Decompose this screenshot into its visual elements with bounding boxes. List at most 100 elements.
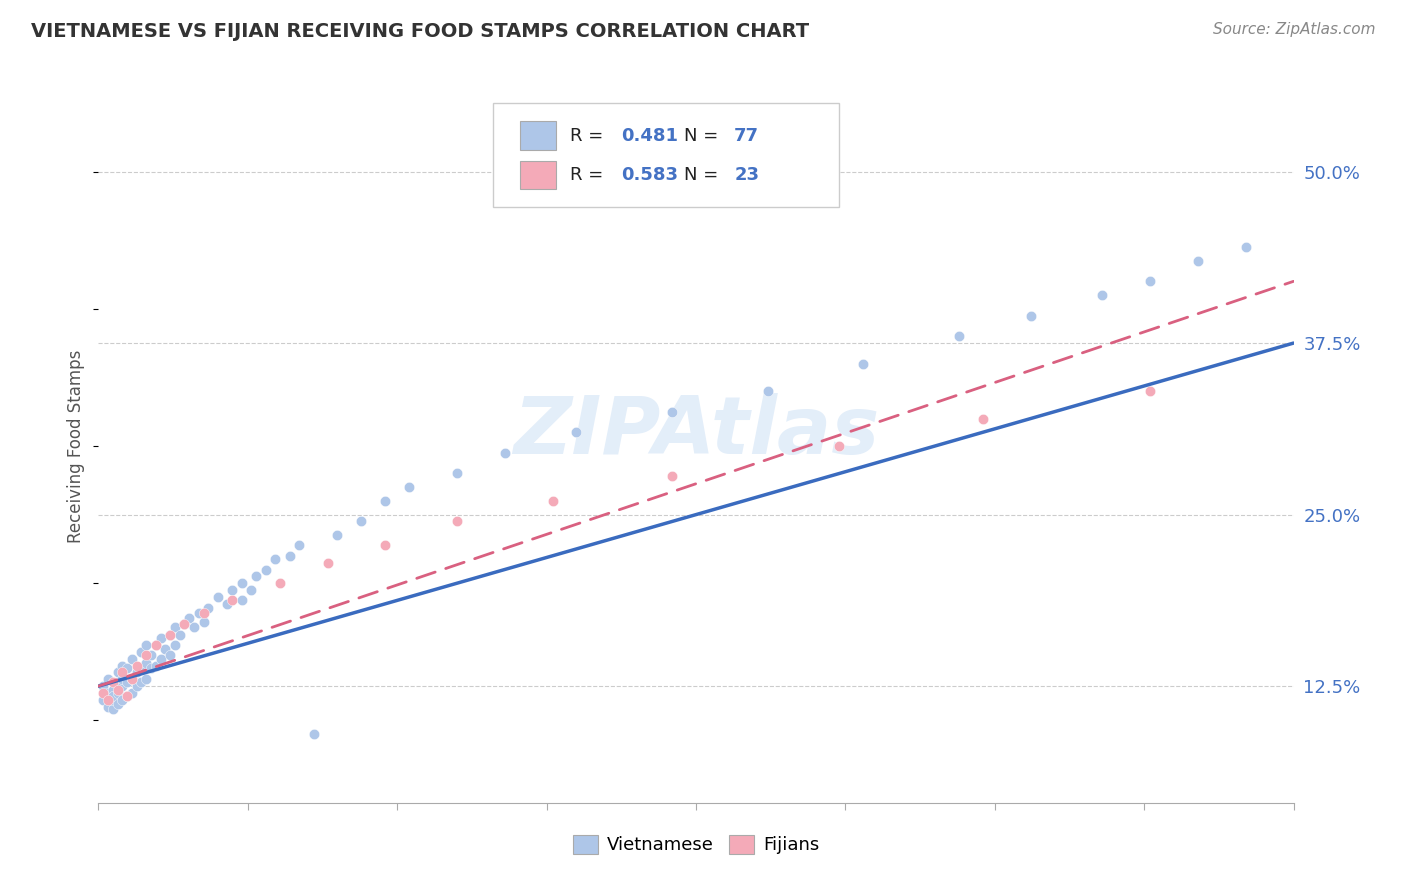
Point xyxy=(163,620,186,634)
Point xyxy=(240,583,263,598)
Point xyxy=(101,693,124,707)
Point xyxy=(111,679,134,693)
Text: N =: N = xyxy=(685,127,724,145)
Point xyxy=(163,638,186,652)
Point xyxy=(107,675,129,690)
Point xyxy=(111,693,134,707)
Point xyxy=(101,689,124,703)
Point xyxy=(173,617,195,632)
Point xyxy=(125,679,148,693)
Point xyxy=(1019,309,1042,323)
Point xyxy=(231,592,253,607)
Point xyxy=(278,549,301,563)
Point xyxy=(145,658,167,673)
Point xyxy=(1139,384,1161,398)
Point xyxy=(139,661,162,675)
Text: Source: ZipAtlas.com: Source: ZipAtlas.com xyxy=(1212,22,1375,37)
Point xyxy=(111,658,134,673)
Point xyxy=(159,628,181,642)
Point xyxy=(231,576,253,591)
Point xyxy=(302,727,325,741)
Text: ZIPAtlas: ZIPAtlas xyxy=(513,392,879,471)
Point xyxy=(121,651,143,665)
Point xyxy=(565,425,588,440)
Point xyxy=(149,651,172,665)
Point xyxy=(145,638,167,652)
FancyBboxPatch shape xyxy=(520,121,557,150)
Point xyxy=(374,538,396,552)
Point xyxy=(111,665,134,680)
Point xyxy=(221,583,243,598)
Point xyxy=(173,617,195,632)
Point xyxy=(661,405,683,419)
Text: VIETNAMESE VS FIJIAN RECEIVING FOOD STAMPS CORRELATION CHART: VIETNAMESE VS FIJIAN RECEIVING FOOD STAM… xyxy=(31,22,808,41)
Point xyxy=(852,357,875,371)
Point xyxy=(131,661,153,675)
Point xyxy=(183,620,205,634)
Point xyxy=(288,538,311,552)
Point xyxy=(107,686,129,700)
Text: R =: R = xyxy=(571,166,609,184)
Point xyxy=(254,562,277,576)
Point xyxy=(197,601,219,615)
Point xyxy=(101,675,124,690)
Point xyxy=(101,683,124,698)
Point xyxy=(326,528,349,542)
Point xyxy=(107,665,129,680)
Point xyxy=(494,446,516,460)
Point xyxy=(139,648,162,662)
Point xyxy=(661,469,683,483)
Text: 23: 23 xyxy=(734,166,759,184)
Point xyxy=(1234,240,1257,254)
Point xyxy=(121,673,143,687)
Text: N =: N = xyxy=(685,166,724,184)
Point xyxy=(159,648,181,662)
Point xyxy=(221,592,243,607)
Point xyxy=(756,384,779,398)
Point xyxy=(187,607,209,621)
Point xyxy=(149,631,172,645)
Point xyxy=(125,665,148,680)
Point xyxy=(101,702,124,716)
Point xyxy=(374,494,396,508)
Point xyxy=(97,686,120,700)
Point xyxy=(193,607,215,621)
Point xyxy=(121,686,143,700)
Point xyxy=(107,683,129,698)
Point xyxy=(207,590,229,604)
Text: 0.583: 0.583 xyxy=(620,166,678,184)
Point xyxy=(121,673,143,687)
Point xyxy=(115,661,138,675)
Point xyxy=(350,515,373,529)
Point xyxy=(217,597,239,611)
Point xyxy=(446,515,468,529)
Point xyxy=(972,411,994,425)
Point xyxy=(115,689,138,703)
Point xyxy=(446,467,468,481)
Point xyxy=(179,610,201,624)
Point xyxy=(91,679,114,693)
Point xyxy=(145,638,167,652)
Point xyxy=(245,569,267,583)
Point xyxy=(398,480,420,494)
Point xyxy=(193,615,215,629)
Text: 0.481: 0.481 xyxy=(620,127,678,145)
Point xyxy=(159,628,181,642)
Point xyxy=(135,648,157,662)
Point xyxy=(269,576,291,591)
Point xyxy=(135,638,157,652)
Y-axis label: Receiving Food Stamps: Receiving Food Stamps xyxy=(67,350,86,542)
Point xyxy=(131,645,153,659)
FancyBboxPatch shape xyxy=(520,161,557,189)
Point xyxy=(135,673,157,687)
Point xyxy=(115,675,138,690)
FancyBboxPatch shape xyxy=(494,103,839,207)
Point xyxy=(169,628,191,642)
Point xyxy=(264,551,287,566)
Point xyxy=(1139,274,1161,288)
Point xyxy=(828,439,851,453)
Point xyxy=(111,673,134,687)
Point xyxy=(97,693,120,707)
Text: 77: 77 xyxy=(734,127,759,145)
Text: R =: R = xyxy=(571,127,609,145)
